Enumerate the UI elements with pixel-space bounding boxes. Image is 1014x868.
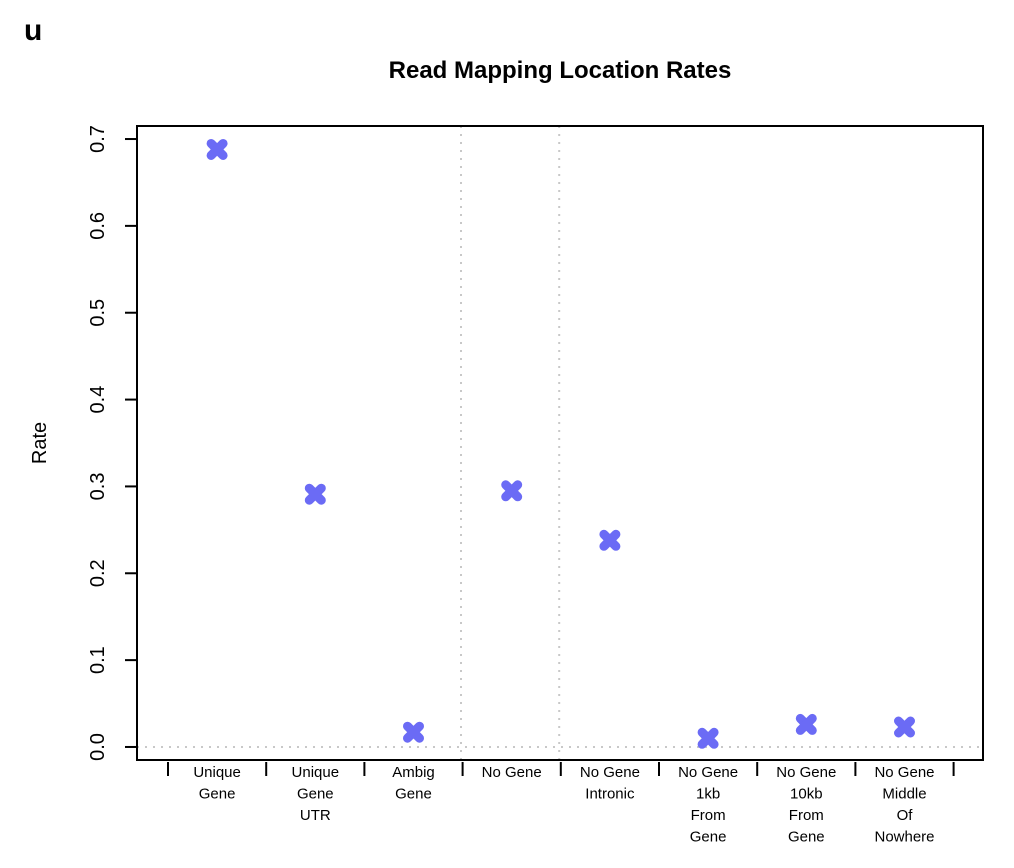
panel-letter: u [24, 14, 43, 47]
x-tick-label: No Gene [678, 764, 738, 781]
x-tick-label: Gene [395, 786, 432, 803]
data-point [403, 721, 424, 743]
x-tick-label: No Gene [874, 764, 934, 781]
data-point [894, 716, 915, 738]
x-tick-label: No Gene [482, 764, 542, 781]
y-tick-label: 0.0 [87, 733, 109, 761]
x-tick-label: No Gene [580, 764, 640, 781]
data-point [206, 138, 228, 160]
x-tick-label: Of [897, 807, 914, 824]
x-tick-label: Gene [297, 786, 334, 803]
x-tick-label: Unique [193, 764, 241, 781]
x-tick-label: Gene [690, 829, 727, 846]
plot-frame [136, 125, 984, 761]
x-tick-label: Middle [882, 786, 926, 803]
y-tick-label: 0.2 [87, 559, 109, 587]
x-tick-label: Ambig [392, 764, 435, 781]
y-tick-label: 0.4 [87, 386, 109, 414]
data-point [304, 483, 326, 505]
chart-title: Read Mapping Location Rates [389, 57, 732, 84]
y-tick-label: 0.6 [87, 212, 109, 240]
data-point [599, 529, 621, 551]
data-point [795, 713, 817, 735]
x-tick-label: Nowhere [874, 829, 934, 846]
y-tick-label: 0.7 [87, 125, 109, 153]
x-tick-label: From [789, 807, 824, 824]
x-tick-label: Unique [292, 764, 340, 781]
x-tick-label: UTR [300, 807, 331, 824]
x-tick-label: From [691, 807, 726, 824]
y-tick-label: 0.1 [87, 646, 109, 674]
data-point [697, 727, 719, 749]
x-tick-label: No Gene [776, 764, 836, 781]
data-point [501, 480, 523, 502]
y-axis-label: Rate [29, 422, 51, 464]
x-tick-label: 1kb [696, 786, 720, 803]
y-tick-label: 0.3 [87, 473, 109, 501]
x-tick-label: Gene [199, 786, 236, 803]
x-tick-label: Intronic [585, 786, 635, 803]
y-tick-label: 0.5 [87, 299, 109, 327]
x-tick-label: 10kb [790, 786, 823, 803]
x-tick-label: Gene [788, 829, 825, 846]
